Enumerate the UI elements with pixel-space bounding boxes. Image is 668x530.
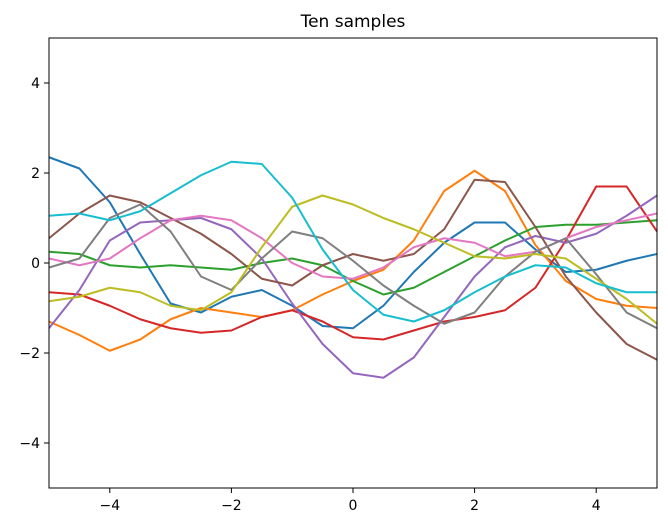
series-line-10 <box>49 160 657 323</box>
x-tick-label: 2 <box>470 498 479 514</box>
series-line-3 <box>49 219 657 296</box>
series-line-5 <box>49 194 657 379</box>
series-line-8 <box>49 203 657 330</box>
x-axis: −4 −2 0 2 4 <box>99 488 601 514</box>
series-line-4 <box>49 185 657 341</box>
x-tick-label: −4 <box>99 498 120 514</box>
plot-frame <box>48 37 658 489</box>
y-tick-label: −2 <box>19 346 40 362</box>
x-tick-label: 4 <box>592 498 601 514</box>
x-tick-label: 0 <box>349 498 358 514</box>
y-tick-label: −4 <box>19 436 40 452</box>
y-tick-label: 0 <box>31 256 40 272</box>
series-line-9 <box>49 194 657 325</box>
series-line-6 <box>49 178 657 361</box>
x-tick-label: −2 <box>221 498 242 514</box>
series-layer <box>49 156 657 379</box>
y-axis: −4 −2 0 2 4 <box>19 76 49 452</box>
y-tick-label: 4 <box>31 76 40 92</box>
chart-title: Ten samples <box>300 12 406 32</box>
series-line-1 <box>49 156 657 330</box>
y-tick-label: 2 <box>31 166 40 182</box>
